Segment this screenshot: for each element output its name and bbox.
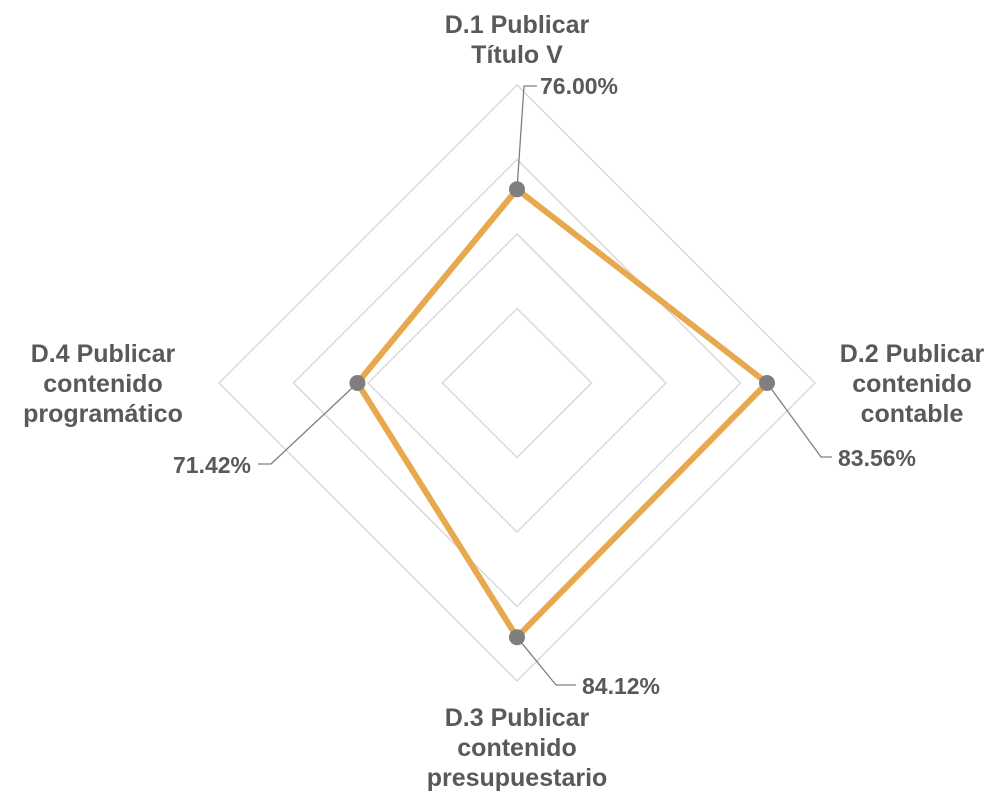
value-label-2: 83.56%: [838, 445, 916, 471]
leader-line-3: [516, 636, 576, 686]
grid-ring-1: [441, 307, 593, 459]
leader-line-4: [258, 382, 358, 465]
axis-label-2: D.2 Publicar contenido contable: [840, 340, 985, 428]
leader-line-1: [516, 85, 537, 190]
value-label-1: 76.00%: [540, 73, 618, 99]
grid-ring-2: [366, 232, 668, 534]
axis-label-4: D.4 Publicar contenido programático: [23, 340, 183, 428]
axis-label-3: D.3 Publicar contenido presupuestario: [427, 704, 608, 792]
axis-labels: D.1 Publicar Título V D.2 Publicar contenid…: [23, 11, 984, 792]
leader-lines: [258, 85, 832, 686]
value-label-4: 71.42%: [173, 452, 251, 478]
data-point-4: [349, 375, 366, 391]
value-labels: 76.00% 83.56% 84.12% 71.42%: [173, 73, 916, 699]
series-group: [349, 181, 776, 646]
data-point-1: [509, 181, 525, 198]
data-point-2: [759, 375, 776, 391]
grid-ring-4: [217, 83, 817, 683]
radar-grid: [217, 83, 817, 683]
value-label-3: 84.12%: [582, 673, 660, 699]
leader-line-2: [766, 382, 832, 458]
data-point-3: [509, 629, 525, 646]
axis-label-1: D.1 Publicar Título V: [445, 11, 590, 69]
